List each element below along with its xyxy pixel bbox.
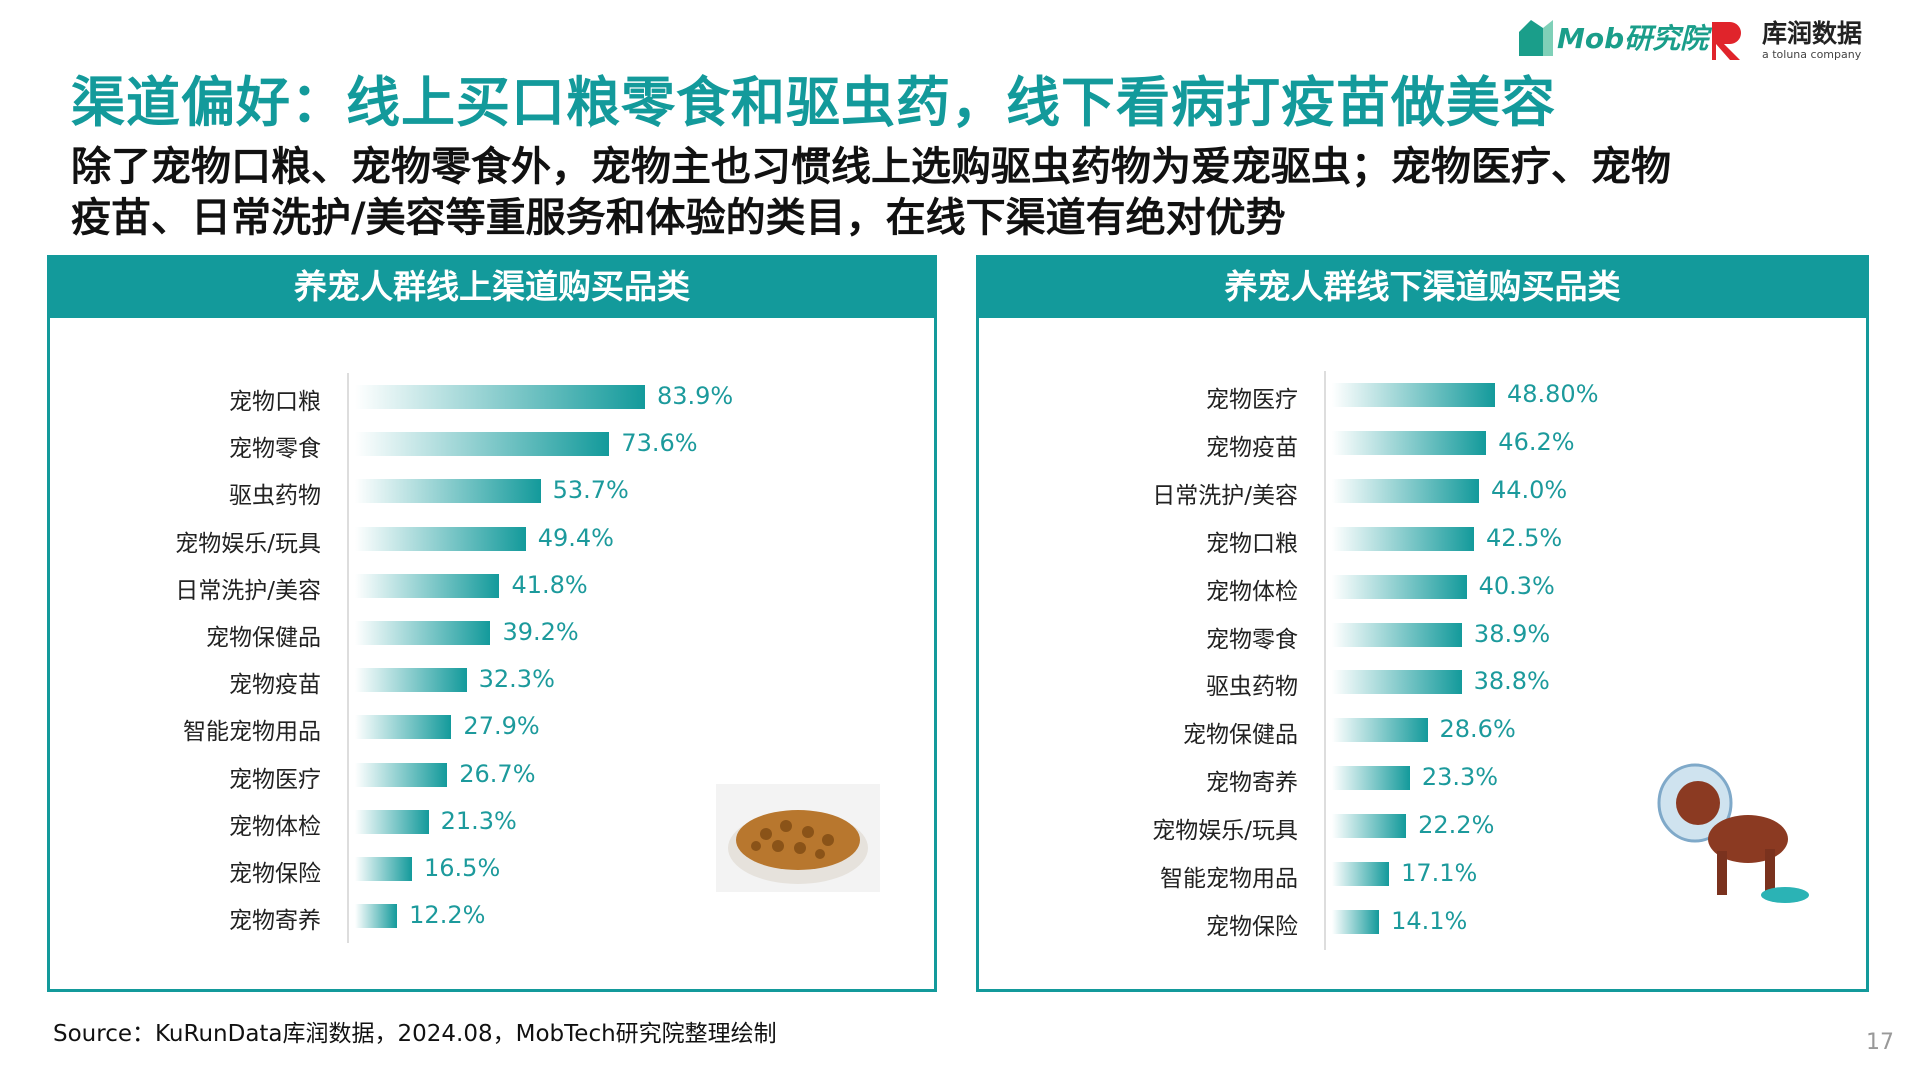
mob-logo: Mob研究院 [1515,14,1708,60]
bar [355,621,491,645]
category-label: 宠物寄养 [229,908,321,935]
category-label: 宠物体检 [1206,578,1298,605]
bar [1332,766,1410,791]
value-label: 83.9% [656,382,734,410]
bar [1332,478,1479,503]
value-label: 41.8% [511,570,588,599]
kurun-logo: 库润数据 a toluna company [1708,18,1862,62]
category-label: 驱虫药物 [229,483,321,510]
kurun-logo-icon [1712,22,1741,60]
value-label: 53.7% [552,476,629,505]
bar [355,762,448,787]
category-label: 驱虫药物 [1206,674,1298,701]
bar [1332,430,1487,455]
value-label: 32.3% [478,665,555,694]
category-label: 宠物保健品 [206,625,321,651]
bar [355,668,467,693]
bar [1332,814,1407,839]
online-panel-title: 养宠人群线上渠道购买品类 [47,255,937,318]
value-label: 48.80% [1506,380,1599,408]
bar [355,715,452,740]
subtitle-line-1: 除了宠物口粮、宠物零食外，宠物主也习惯线上选购驱虫药物为爱宠驱虫；宠物医疗、宠物 [71,144,1671,190]
value-label: 23.3% [1421,763,1499,792]
category-label: 宠物娱乐/玩具 [1152,818,1298,845]
category-label: 宠物疫苗 [229,672,321,699]
category-label: 智能宠物用品 [1160,866,1298,892]
category-label: 宠物保健品 [1183,722,1298,749]
category-label: 宠物零食 [1206,626,1298,653]
value-label: 44.0% [1490,475,1568,504]
value-label: 40.3% [1478,571,1555,600]
category-label: 日常洗护/美容 [1152,482,1298,509]
subtitle-line-2: 疫苗、日常洗护/美容等重服务和体验的类目，在线下渠道有绝对优势 [71,195,1286,241]
category-label: 宠物体检 [229,813,321,840]
bar [1332,383,1495,407]
bar [355,809,429,834]
bar [355,526,526,551]
value-label: 73.6% [621,429,698,458]
value-label: 21.3% [440,806,517,835]
value-label: 38.9% [1473,619,1551,648]
bar [1332,718,1428,743]
category-label: 宠物医疗 [1206,387,1298,413]
value-label: 14.1% [1391,906,1468,935]
bar [1332,909,1380,934]
category-label: 宠物零食 [229,436,321,463]
page-title: 渠道偏好：线上买口粮零食和驱虫药，线下看病打疫苗做美容 [71,71,1556,134]
category-label: 宠物保险 [1206,913,1298,940]
bar [1332,622,1462,647]
bar [1332,862,1390,886]
bar [355,857,413,881]
value-label: 12.2% [409,901,486,930]
online-panel: 养宠人群线上渠道购买品类 [47,255,937,992]
axis-line [1324,371,1326,950]
category-label: 宠物娱乐/玩具 [175,530,321,557]
bar [1332,574,1467,599]
bar [1332,670,1462,695]
page-number: 17 [1866,1030,1894,1055]
category-label: 宠物医疗 [229,766,321,793]
category-label: 日常洗护/美容 [175,577,321,604]
category-label: 宠物口粮 [229,389,321,415]
value-label: 27.9% [463,712,540,741]
bar [355,432,610,457]
mob-logo-icon [1519,20,1553,56]
value-label: 26.7% [459,759,536,788]
category-label: 宠物口粮 [1206,530,1298,557]
category-label: 宠物保险 [229,861,321,887]
value-label: 46.2% [1498,427,1575,456]
dog-image [1657,763,1809,903]
category-label: 智能宠物用品 [183,719,321,746]
offline-panel: 养宠人群线下渠道购买品类 [976,255,1869,992]
bar [355,385,645,409]
bar [355,573,500,598]
source-note: Source：KuRunData库润数据，2024.08，MobTech研究院整… [53,1021,777,1047]
bar [1332,526,1474,551]
value-label: 38.8% [1473,667,1550,696]
pet-food-bowl-image [716,784,880,892]
bar [355,904,398,929]
bar [355,479,541,504]
value-label: 17.1% [1401,859,1478,887]
value-label: 22.2% [1418,811,1495,840]
value-label: 16.5% [424,854,501,882]
value-label: 49.4% [537,523,614,552]
value-label: 42.5% [1485,523,1563,552]
category-label: 宠物疫苗 [1206,434,1298,461]
axis-line [347,373,349,944]
value-label: 39.2% [502,618,579,646]
offline-panel-title: 养宠人群线下渠道购买品类 [976,255,1869,318]
category-label: 宠物寄养 [1206,770,1298,797]
value-label: 28.6% [1439,715,1516,744]
